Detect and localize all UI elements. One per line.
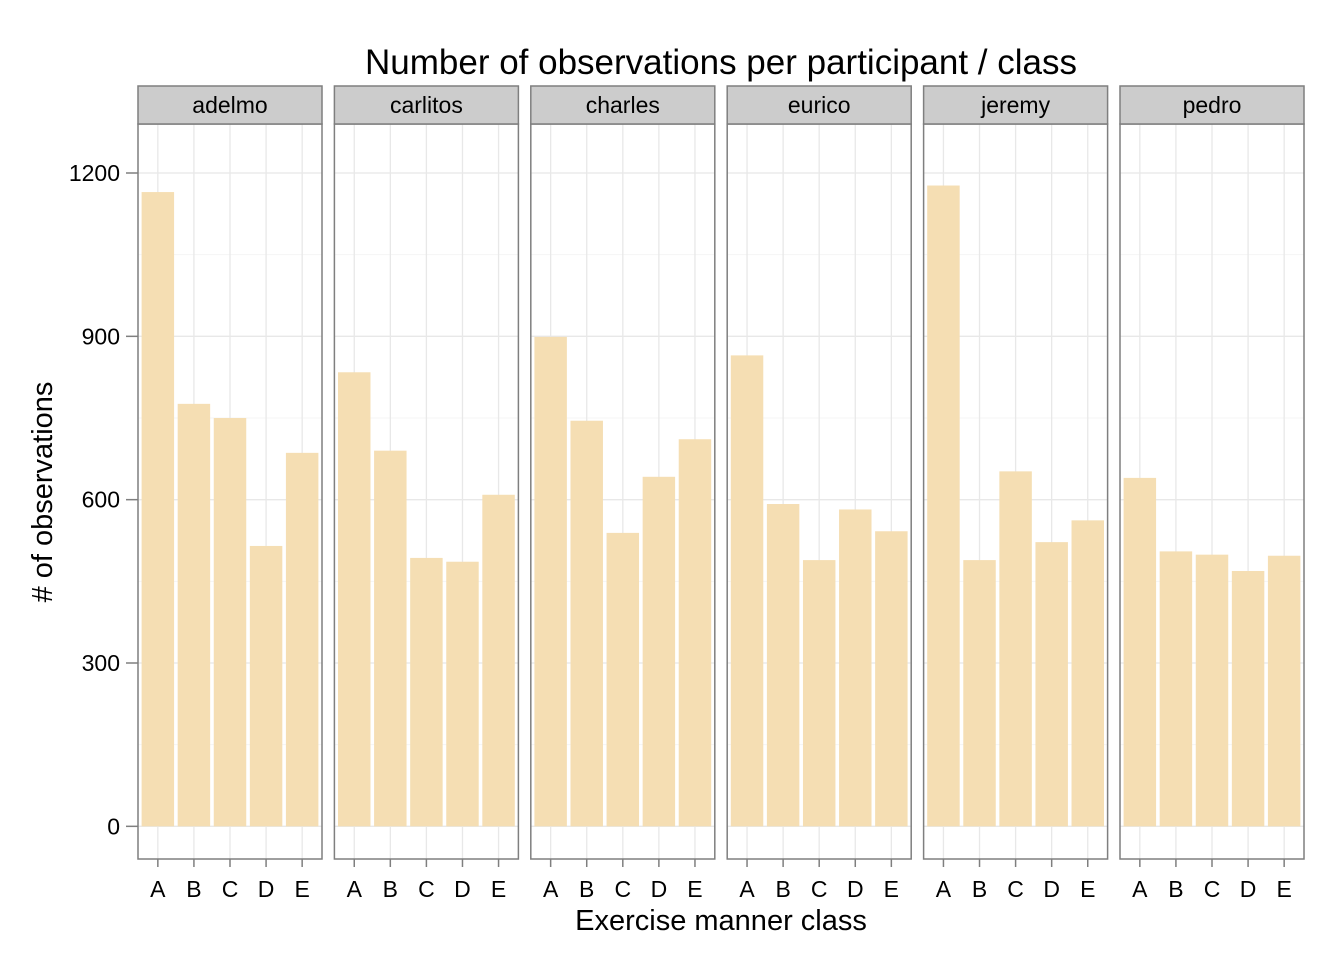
x-tick-label: B	[383, 876, 398, 902]
x-tick-label: B	[775, 876, 790, 902]
facet-strip	[726, 85, 912, 125]
bar-carlitos-C	[410, 557, 443, 827]
x-tick-label: C	[811, 876, 828, 902]
bar-adelmo-E	[285, 452, 319, 827]
bar-charles-C	[606, 532, 640, 827]
x-tick-label: D	[258, 876, 275, 902]
x-tick-label: B	[972, 876, 987, 902]
x-tick-label: C	[1007, 876, 1024, 902]
x-tick-label: A	[1132, 876, 1148, 902]
facet-panel-jeremy: jeremy A B C D E	[922, 85, 1109, 902]
bar-charles-A	[534, 336, 567, 827]
bar-charles-E	[678, 439, 712, 827]
bar-charles-B	[570, 420, 603, 827]
x-tick-label: A	[347, 876, 363, 902]
bar-adelmo-B	[177, 403, 211, 827]
bar-pedro-D	[1231, 570, 1265, 827]
bar-jeremy-A	[927, 185, 960, 827]
x-tick-label: A	[739, 876, 755, 902]
x-tick-label: E	[1080, 876, 1095, 902]
x-tick-label: E	[491, 876, 506, 902]
chart-title: Number of observations per participant /…	[365, 43, 1077, 82]
bar-eurico-D	[839, 509, 872, 827]
facet-strip	[333, 85, 520, 125]
bar-charles-D	[642, 476, 676, 827]
bar-jeremy-D	[1035, 542, 1068, 827]
x-tick-label: C	[418, 876, 435, 902]
x-tick-label: E	[294, 876, 309, 902]
facet-strip-label: charles	[586, 92, 660, 118]
x-tick-label: A	[543, 876, 559, 902]
bar-eurico-E	[875, 531, 908, 827]
bar-pedro-E	[1267, 555, 1301, 827]
x-tick-label: D	[454, 876, 471, 902]
facet-panel-eurico: eurico A B C D E	[726, 85, 912, 902]
bar-carlitos-A	[338, 372, 371, 827]
bar-pedro-B	[1159, 551, 1193, 827]
x-tick-label: E	[884, 876, 899, 902]
bar-eurico-C	[802, 560, 836, 827]
facet-strip	[1119, 85, 1305, 125]
x-tick-label: C	[614, 876, 631, 902]
x-tick-label: D	[847, 876, 864, 902]
y-axis-title: # of observations	[27, 382, 59, 603]
facet-panel-carlitos: carlitos A B C D E	[333, 85, 520, 902]
x-tick-label: C	[222, 876, 239, 902]
bar-adelmo-A	[141, 192, 175, 827]
bar-carlitos-D	[446, 561, 479, 827]
facet-strip-label: adelmo	[192, 92, 267, 118]
facet-panel-charles: charles A B C D E	[530, 85, 716, 902]
x-tick-label: D	[1043, 876, 1060, 902]
y-tick-label: 900	[82, 323, 120, 349]
bar-carlitos-E	[482, 494, 515, 827]
facet-strip-label: eurico	[788, 92, 851, 118]
x-tick-label: A	[150, 876, 166, 902]
x-tick-label: D	[1240, 876, 1257, 902]
x-tick-label: C	[1204, 876, 1221, 902]
x-tick-label: B	[1168, 876, 1183, 902]
x-tick-label: B	[579, 876, 594, 902]
x-tick-label: A	[936, 876, 952, 902]
bar-adelmo-C	[213, 418, 247, 827]
bar-eurico-A	[730, 355, 764, 827]
bar-pedro-A	[1123, 477, 1157, 827]
facet-strip-label: pedro	[1183, 92, 1242, 118]
y-tick-label: 600	[82, 487, 120, 513]
facet-strip	[530, 85, 716, 125]
facet-panel-adelmo: adelmo A B C D E	[137, 85, 323, 902]
y-tick-label: 1200	[69, 160, 120, 186]
bar-jeremy-E	[1071, 520, 1104, 827]
bar-jeremy-B	[963, 560, 996, 827]
bar-pedro-C	[1195, 554, 1229, 827]
y-tick-label: 0	[107, 813, 120, 839]
y-tick-label: 300	[82, 650, 120, 676]
x-tick-label: D	[651, 876, 668, 902]
facet-panel-pedro: pedro A B C D E	[1119, 85, 1305, 902]
x-tick-label: B	[186, 876, 201, 902]
facet-strip	[137, 85, 323, 125]
facet-strip-label: jeremy	[980, 92, 1051, 118]
x-tick-label: E	[1276, 876, 1291, 902]
bar-carlitos-B	[374, 450, 407, 827]
bar-eurico-B	[766, 504, 800, 827]
bar-adelmo-D	[249, 545, 283, 827]
facet-strip	[922, 85, 1109, 125]
x-axis-title: Exercise manner class	[575, 905, 867, 937]
bar-jeremy-C	[999, 471, 1032, 827]
x-tick-label: E	[687, 876, 702, 902]
facet-strip-label: carlitos	[390, 92, 463, 118]
